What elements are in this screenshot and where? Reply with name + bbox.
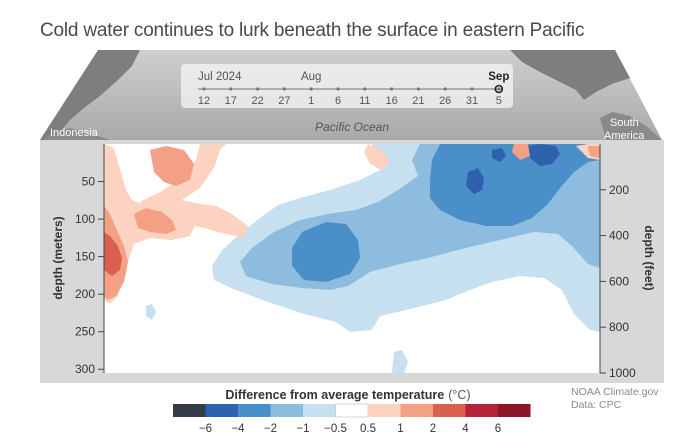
- timeline-month-label: Sep: [488, 71, 509, 83]
- timeline-day-label: 27: [278, 95, 290, 107]
- timeline-dot: [497, 87, 501, 91]
- timeline-panel: [181, 64, 513, 108]
- timeline-dot: [336, 87, 340, 91]
- colorbar-tick-label: −6: [199, 423, 212, 435]
- colorbar-swatch: [238, 404, 271, 417]
- timeline-dot: [470, 87, 474, 91]
- landmass-asia: [40, 50, 140, 140]
- timeline-dot: [256, 87, 260, 91]
- credit: NOAA Climate.gov Data: CPC: [571, 386, 659, 412]
- cold-region-minus-4-b: [466, 168, 484, 194]
- landmass-indonesia: [44, 128, 110, 140]
- warm-region-2: [104, 232, 122, 276]
- warm-surface-0-5: [364, 144, 390, 170]
- warm-patch-1-a: [512, 144, 530, 160]
- right-tick-label: 1000: [609, 366, 636, 380]
- right-axis-title: depth (feet): [642, 225, 656, 290]
- timeline-dot: [282, 87, 286, 91]
- timeline-dot: [363, 87, 367, 91]
- colorbar-tick-label: −4: [231, 423, 245, 435]
- timeline-day-label: 17: [225, 95, 237, 107]
- indonesia-label: Indonesia: [50, 127, 99, 139]
- colorbar-tick-label: 2: [430, 423, 436, 435]
- timeline-dot: [202, 87, 206, 91]
- colorbar-swatch: [335, 403, 369, 418]
- colorbar-swatch: [498, 404, 531, 417]
- colorbar-swatch: [433, 404, 466, 417]
- left-tick-label: 100: [75, 212, 95, 226]
- timeline-day-label: 6: [335, 95, 341, 107]
- timeline-day-label: 22: [251, 95, 263, 107]
- colorbar-swatch: [173, 404, 206, 417]
- right-tick-label: 400: [609, 229, 629, 243]
- south-america-label-2: America: [604, 130, 645, 142]
- colorbar-unit: (°C): [448, 388, 470, 402]
- credit-source: NOAA Climate.gov: [571, 386, 659, 398]
- cold-patch-minus-0-5-a: [146, 304, 156, 320]
- timeline-month-label: Aug: [301, 71, 321, 83]
- right-tick-label: 200: [609, 183, 629, 197]
- landmass-south-america: [600, 112, 662, 140]
- timeline-dot: [443, 87, 447, 91]
- timeline-day-label: 5: [496, 95, 502, 107]
- colorbar-tick-label: 0.5: [360, 423, 376, 435]
- right-tick-label: 800: [609, 320, 629, 334]
- timeline-day-label: 31: [466, 95, 478, 107]
- ocean-label: Pacific Ocean: [315, 120, 389, 134]
- colorbar-tick-label: 1: [397, 423, 403, 435]
- cold-region-minus-2-east: [430, 144, 600, 226]
- left-tick-label: 250: [75, 325, 95, 339]
- left-tick-label: 150: [75, 250, 95, 264]
- colorbar-swatch: [400, 404, 433, 417]
- timeline-dot: [309, 87, 313, 91]
- colorbar-swatch: [303, 404, 336, 417]
- cold-region-minus-4-c: [492, 148, 506, 162]
- timeline-day-label: 12: [198, 95, 210, 107]
- landmass-north-america: [510, 50, 630, 100]
- timeline-dot: [416, 87, 420, 91]
- timeline-month-label: Jul 2024: [198, 71, 242, 83]
- right-tick-label: 600: [609, 274, 629, 288]
- colorbar-tick-label: −1: [296, 423, 309, 435]
- cold-patch-minus-0-5-b: [392, 350, 408, 373]
- colorbar-tick-label: 4: [462, 423, 469, 435]
- left-tick-label: 300: [75, 362, 95, 376]
- warm-patch-1-b: [588, 146, 600, 158]
- colorbar-tick-label: 6: [495, 423, 501, 435]
- colorbar-swatch: [205, 404, 238, 417]
- colorbar-tick-label: −2: [264, 423, 277, 435]
- timeline-day-label: 16: [385, 95, 397, 107]
- colorbar-swatch: [465, 404, 498, 417]
- colorbar-title: Difference from average temperature (°C): [225, 388, 470, 402]
- timeline-day-label: 11: [359, 95, 370, 107]
- colorbar-tick-label: −0.5: [324, 423, 347, 435]
- left-tick-label: 50: [82, 175, 96, 189]
- colorbar-title-text: Difference from average temperature: [225, 388, 444, 402]
- colorbar-swatch: [368, 404, 401, 417]
- timeline-dot: [229, 87, 233, 91]
- warm-region-0-5: [104, 144, 248, 238]
- left-tick-label: 200: [75, 287, 95, 301]
- cold-region-minus-2-central: [292, 222, 360, 282]
- timeline-day-label: 1: [308, 95, 314, 107]
- warm-region-1-mid: [134, 208, 176, 234]
- credit-data: Data: CPC: [571, 399, 622, 411]
- heatmap: [104, 144, 600, 373]
- cold-region-minus-4-a: [528, 144, 560, 166]
- south-america-label-1: South: [610, 117, 639, 129]
- warm-surface-1: [150, 146, 194, 186]
- left-axis-title: depth (meters): [51, 216, 65, 299]
- colorbar-swatch: [270, 404, 303, 417]
- timeline-current-marker: [494, 84, 504, 94]
- timeline-dot: [390, 87, 394, 91]
- chart-title: Cold water continues to lurk beneath the…: [40, 20, 585, 41]
- timeline-day-label: 26: [439, 95, 451, 107]
- timeline-day-label: 21: [412, 95, 424, 107]
